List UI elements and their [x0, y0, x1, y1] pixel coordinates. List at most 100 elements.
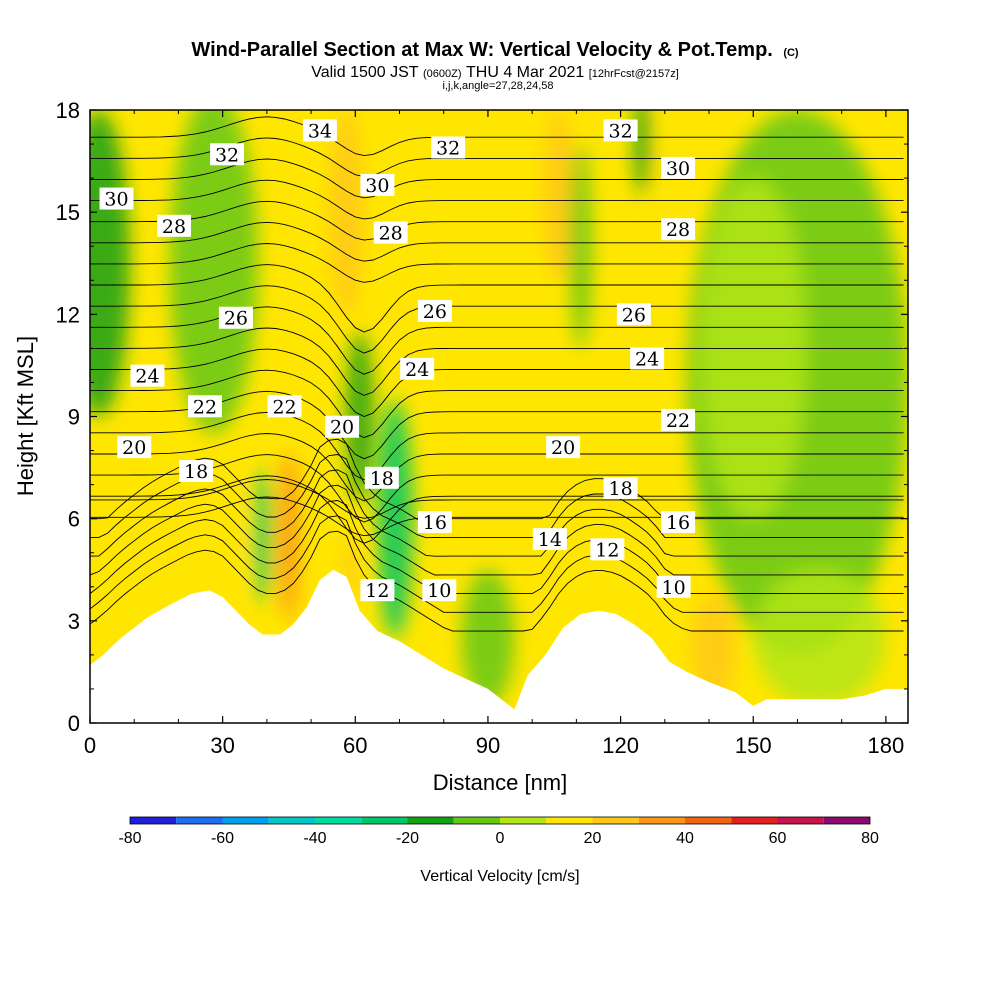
colorbar-swatch	[453, 817, 500, 824]
colorbar-tick-label: 80	[861, 830, 879, 847]
theta-contour-line	[90, 454, 904, 523]
contour-label: 34	[302, 119, 337, 142]
colorbar-swatch	[823, 817, 870, 824]
chart-title: Wind-Parallel Section at Max W: Vertical…	[191, 39, 799, 61]
contour-label-text: 28	[162, 216, 186, 238]
x-tick-label: 90	[476, 733, 500, 758]
x-axis-label: Distance [nm]	[433, 770, 568, 795]
colorbar-swatch	[731, 817, 778, 824]
contour-label-text: 10	[662, 577, 686, 599]
colorbar-swatch	[407, 817, 454, 824]
contour-label: 30	[661, 156, 696, 180]
colorbar-tick-label: 40	[676, 830, 694, 847]
theta-contour-line	[90, 484, 904, 576]
contour-label: 18	[179, 459, 214, 483]
contour-label-text: 12	[365, 580, 389, 602]
contour-label: 32	[210, 143, 245, 166]
contour-label: 32	[603, 119, 638, 142]
colorbar-frame	[129, 816, 871, 825]
contour-label: 18	[603, 477, 638, 500]
contour-label-text: 24	[405, 359, 429, 381]
contour-label-text: 12	[595, 539, 619, 561]
y-tick-label: 15	[56, 200, 80, 225]
contour-label-text: 18	[370, 468, 394, 490]
colorbar-swatch	[176, 817, 223, 824]
contour-label: 22	[267, 395, 302, 418]
velocity-cell	[569, 144, 592, 349]
velocity-cell	[461, 569, 515, 706]
x-tick-label: 180	[868, 733, 905, 758]
theta-contour-line	[90, 500, 904, 595]
contour-label: 16	[417, 511, 452, 534]
contour-label: 28	[157, 214, 192, 238]
colorbar-tick-label: -60	[211, 830, 234, 847]
colorbar-tick-label: -40	[303, 830, 326, 847]
theta-contour-line	[90, 454, 904, 539]
contour-label-text: 24	[135, 366, 159, 388]
velocity-cell	[277, 450, 301, 621]
velocity-cell	[691, 593, 736, 703]
contour-label-text: 16	[423, 512, 447, 534]
contour-label-text: 20	[122, 437, 146, 459]
contour-label: 16	[661, 511, 696, 534]
contour-label-text: 14	[538, 529, 562, 551]
contour-label-text: 20	[551, 437, 575, 459]
contour-label-text: 16	[666, 512, 690, 534]
contour-label-text: 30	[365, 175, 389, 197]
velocity-cell	[633, 110, 652, 196]
theta-contour-line	[90, 515, 904, 613]
y-axis-label: Height [Kft MSL]	[13, 336, 38, 496]
velocity-cell	[585, 566, 656, 621]
contour-label: 22	[187, 395, 222, 418]
theta-contour-line	[90, 475, 904, 544]
chart-params: i,j,k,angle=27,28,24,58	[442, 80, 553, 92]
theta-contour-line	[90, 243, 904, 283]
theta-contour-line	[90, 264, 904, 333]
contour-label-text: 22	[193, 396, 217, 418]
contour-label-text: 24	[635, 349, 659, 371]
colorbar-title: Vertical Velocity [cm/s]	[420, 868, 579, 885]
plot-area: 34 32 32 32 30 30 30 28 28 28 26 26 26 24 24 24 22 22 22 20…	[90, 110, 908, 723]
theta-contour-line	[90, 200, 904, 241]
x-tick-label: 60	[343, 733, 367, 758]
colorbar-swatch	[777, 817, 824, 824]
contour-label-text: 18	[609, 478, 633, 500]
x-tick-label: 120	[602, 733, 639, 758]
velocity-cell	[253, 467, 272, 604]
colorbar-swatch	[268, 817, 315, 824]
contour-label: 20	[546, 436, 581, 459]
theta-contour-line	[90, 469, 904, 557]
theta-contour-line	[90, 116, 904, 157]
contour-label-text: 20	[330, 417, 354, 439]
contour-label: 20	[325, 415, 360, 439]
contour-label-text: 30	[104, 189, 128, 211]
colorbar: -80 -60 -40 -20 0 20 40 60 80	[118, 816, 879, 847]
contour-label: 24	[630, 347, 665, 371]
contour-label: 12	[590, 538, 625, 561]
theta-contour-line	[90, 369, 904, 439]
contour-label: 10	[656, 575, 691, 599]
contour-label: 18	[364, 466, 399, 490]
colorbar-swatch	[361, 817, 408, 824]
contour-label-text: 30	[666, 158, 690, 180]
contour-label: 22	[661, 408, 696, 432]
y-tick-label: 12	[56, 302, 80, 327]
theta-contour-line	[90, 390, 904, 460]
contour-label-text: 22	[666, 410, 690, 432]
colorbar-swatch	[315, 817, 362, 824]
contour-label: 14	[532, 528, 567, 551]
contour-label: 12	[360, 579, 395, 602]
contour-label-text: 32	[609, 120, 633, 142]
theta-contour-line	[90, 348, 904, 417]
contour-label: 24	[400, 357, 435, 381]
theta-contour-line	[90, 158, 904, 199]
x-tick-label: 0	[84, 733, 96, 758]
colorbar-tick-label: -20	[396, 830, 419, 847]
contour-label-text: 26	[622, 304, 646, 326]
colorbar-swatch	[638, 817, 685, 824]
colorbar-swatch	[685, 817, 732, 824]
contour-label: 26	[616, 303, 651, 326]
theta-contour-line	[90, 438, 904, 520]
colorbar-tick-label: -80	[118, 830, 141, 847]
colorbar-swatch	[500, 817, 547, 824]
